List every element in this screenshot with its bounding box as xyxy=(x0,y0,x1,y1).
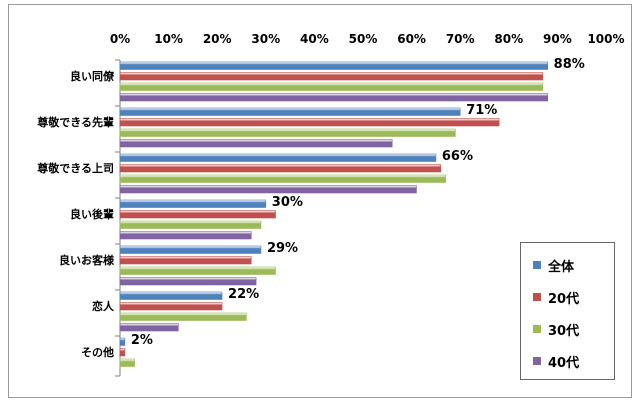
legend-label: 30代 xyxy=(548,323,580,339)
legend-item: 20代 xyxy=(533,288,580,307)
data-label: 88% xyxy=(554,57,585,72)
category-label: 良いお客様 xyxy=(59,253,115,267)
legend-swatch xyxy=(533,261,541,269)
data-label: 22% xyxy=(228,287,259,302)
bar xyxy=(119,199,267,208)
x-tick-label: 60% xyxy=(397,32,426,46)
bar xyxy=(119,358,135,367)
bar xyxy=(119,185,417,194)
category-label: 尊敬できる上司 xyxy=(37,161,114,175)
x-tick-label: 50% xyxy=(349,32,378,46)
category-label: 良い後輩 xyxy=(70,207,114,221)
x-tick-label: 70% xyxy=(446,32,475,46)
x-tick-label: 90% xyxy=(543,32,572,46)
legend-swatch xyxy=(533,293,541,301)
bar xyxy=(119,210,276,219)
bar xyxy=(119,174,446,183)
x-tick-label: 100% xyxy=(587,32,624,46)
bar xyxy=(119,72,544,81)
bar xyxy=(119,277,257,286)
bar xyxy=(119,302,223,311)
bar xyxy=(119,128,456,137)
legend-swatch xyxy=(533,325,541,333)
x-tick-label: 10% xyxy=(154,32,183,46)
legend-item: 全体 xyxy=(533,256,575,275)
bar xyxy=(119,93,548,102)
chart-frame: 0% 10% 20% 30% 40% 50% 60% 70% 80% 90% 100% 良い同僚 88%… xyxy=(8,4,632,398)
legend-item: 40代 xyxy=(533,352,580,371)
bar xyxy=(119,61,548,70)
data-label: 66% xyxy=(442,149,473,164)
category-label: 尊敬できる先輩 xyxy=(37,115,114,129)
bar xyxy=(119,164,442,173)
bar xyxy=(119,220,262,229)
bar xyxy=(119,107,461,116)
x-tick-label: 30% xyxy=(251,32,280,46)
bar xyxy=(119,245,262,254)
category-label: その他 xyxy=(81,345,114,359)
bar xyxy=(119,153,437,162)
x-tick-label: 0% xyxy=(110,32,130,46)
bar xyxy=(119,266,276,275)
x-tick-label: 40% xyxy=(300,32,329,46)
legend-swatch xyxy=(533,357,541,365)
bar xyxy=(119,337,126,346)
x-tick-label: 20% xyxy=(203,32,232,46)
data-label: 2% xyxy=(131,333,153,348)
x-tick-label: 80% xyxy=(494,32,523,46)
legend-label: 20代 xyxy=(548,291,580,307)
data-label: 30% xyxy=(272,195,303,210)
bar xyxy=(119,256,252,265)
category-label: 良い同僚 xyxy=(70,69,115,83)
data-label: 71% xyxy=(466,103,497,118)
bar xyxy=(119,231,252,240)
bar xyxy=(119,291,223,300)
bar xyxy=(119,312,247,321)
legend-label: 全体 xyxy=(548,259,575,275)
bar xyxy=(119,139,393,148)
legend: 全体 20代 30代 40代 xyxy=(520,242,615,380)
bar-chart: 0% 10% 20% 30% 40% 50% 60% 70% 80% 90% 100% 良い同僚 88%… xyxy=(37,32,625,377)
data-label: 29% xyxy=(267,241,298,256)
bar xyxy=(119,323,179,332)
legend-label: 40代 xyxy=(548,355,580,371)
legend-item: 30代 xyxy=(533,320,580,339)
bar xyxy=(119,82,544,91)
bar xyxy=(119,348,126,357)
category-label: 恋人 xyxy=(92,299,115,313)
bar xyxy=(119,118,500,127)
